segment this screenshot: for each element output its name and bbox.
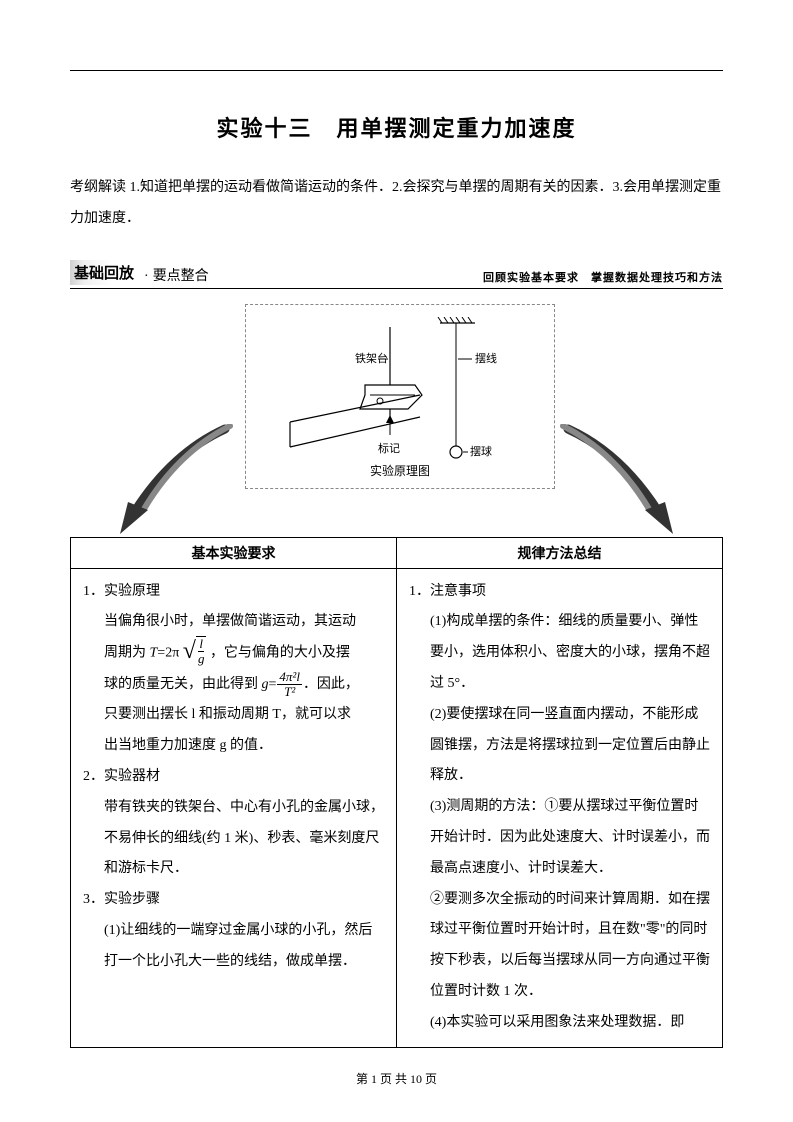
- left-p1b-eq: =2π: [157, 646, 179, 661]
- left-h3: 3．实验步骤: [83, 885, 384, 916]
- left-p1e: 出当地重力加速度 g 的值．: [104, 738, 272, 753]
- td-left: 1．实验原理 当偏角很小时，单摆做简谐运动，其运动 周期为 T=2π √ l g…: [71, 568, 397, 1047]
- pendulum-diagram: 铁架台 摆线 标记 摆球 实验原理图: [270, 317, 540, 487]
- section-right: 回顾实验基本要求 掌握数据处理技巧和方法: [483, 269, 723, 285]
- main-table: 基本实验要求 规律方法总结 1．实验原理 当偏角很小时，单摆做简谐运动，其运动 …: [70, 537, 723, 1048]
- right-p2: (2)要使摆球在同一竖直面内摆动，不能形成圆锥摆，方法是将摆球拉到一定位置后由静…: [409, 700, 710, 792]
- left-p1b-suffix: ，它与偏角的大小及摆: [210, 646, 350, 661]
- left-p1c-g: g: [262, 677, 269, 692]
- label-ball: 摆球: [470, 444, 492, 458]
- th-right: 规律方法总结: [397, 537, 723, 568]
- left-p1c-suffix: ．因此，: [303, 677, 359, 692]
- diagram-area: 铁架台 摆线 标记 摆球 实验原理图: [70, 299, 723, 529]
- label-mark: 标记: [378, 441, 400, 455]
- label-string: 摆线: [475, 351, 497, 365]
- right-p5: (4)本实验可以采用图象法来处理数据．即: [409, 1008, 710, 1039]
- left-h2: 2．实验器材: [83, 762, 384, 793]
- left-p1b-prefix: 周期为: [104, 646, 146, 661]
- left-h1: 1．实验原理: [83, 577, 384, 608]
- right-h1: 1．注意事项: [409, 577, 710, 608]
- frac-num-2: 4π²l: [277, 670, 302, 685]
- left-p1c-prefix: 球的质量无关，由此得到: [104, 677, 258, 692]
- right-p1: (1)构成单摆的条件：细线的质量要小、弹性要小，选用体积小、密度大的小球，摆角不…: [409, 607, 710, 699]
- table-body-row: 1．实验原理 当偏角很小时，单摆做简谐运动，其运动 周期为 T=2π √ l g…: [71, 568, 723, 1047]
- left-p1d: 只要测出摆长 l 和振动周期 T，就可以求: [104, 707, 351, 722]
- left-p3: (1)让细线的一端穿过金属小球的小孔，然后打一个比小孔大一些的线结，做成单摆．: [83, 916, 384, 978]
- frac-num-1: l: [199, 637, 203, 651]
- left-p1c-eq: =: [269, 677, 277, 692]
- page-title: 实验十三 用单摆测定重力加速度: [70, 111, 723, 143]
- th-left: 基本实验要求: [71, 537, 397, 568]
- section-title: 基础回放: [74, 266, 134, 282]
- section-dot: ·: [144, 269, 149, 285]
- frac-den-1: g: [198, 652, 205, 666]
- section-sub: 要点整合: [153, 265, 209, 285]
- top-rule: [70, 70, 723, 71]
- page-footer: 第 1 页 共 10 页: [0, 1070, 793, 1087]
- section-header: 基础回放 · 要点整合 回顾实验基本要求 掌握数据处理技巧和方法: [70, 260, 723, 289]
- left-p2: 带有铁夹的铁架台、中心有小孔的金属小球，不易伸长的细线(约 1 米)、秒表、毫米…: [83, 793, 384, 885]
- diagram-caption: 实验原理图: [370, 463, 430, 478]
- right-p3: (3)测周期的方法：①要从摆球过平衡位置时开始计时．因为此处速度大、计时误差小，…: [409, 792, 710, 884]
- section-title-box: 基础回放: [70, 260, 140, 285]
- table-header-row: 基本实验要求 规律方法总结: [71, 537, 723, 568]
- frac-2: 4π²l T²: [277, 670, 302, 700]
- left-p1a: 当偏角很小时，单摆做简谐运动，其运动: [104, 614, 356, 629]
- arrow-right-icon: [553, 424, 683, 539]
- td-right: 1．注意事项 (1)构成单摆的条件：细线的质量要小、弹性要小，选用体积小、密度大…: [397, 568, 723, 1047]
- right-p4: ②要测多次全振动的时间来计算周期．如在摆球过平衡位置时开始计时，且在数"零"的同…: [409, 885, 710, 1008]
- arrow-left-icon: [110, 424, 240, 539]
- label-stand: 铁架台: [355, 351, 388, 365]
- frac-den-2: T²: [282, 685, 297, 699]
- syllabus-text: 考纲解读 1.知道把单摆的运动看做简谐运动的条件．2.会探究与单摆的周期有关的因…: [70, 173, 723, 235]
- sqrt-icon: √ l g: [183, 636, 207, 667]
